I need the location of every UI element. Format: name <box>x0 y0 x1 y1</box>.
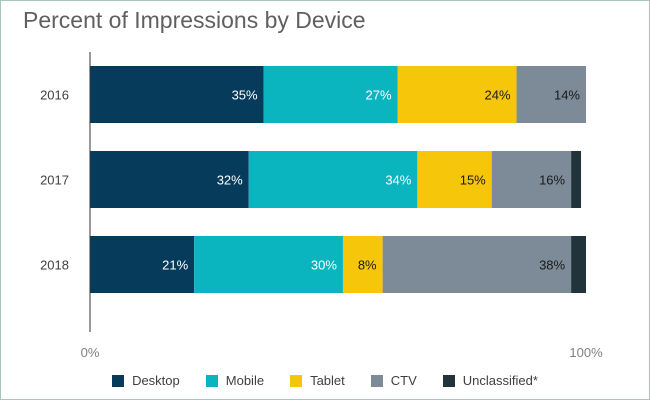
bar-tablet-2017 <box>417 151 492 208</box>
bar-unclassified-2017 <box>571 151 582 208</box>
legend-item-ctv: CTV <box>370 373 417 388</box>
bar-tablet-2018 <box>342 236 383 293</box>
bar-tablet-2016 <box>397 66 517 123</box>
bar-desktop-2018 <box>90 236 195 293</box>
bar-mobile-2017 <box>248 151 418 208</box>
legend-label-desktop: Desktop <box>132 373 180 388</box>
legend-label-unclassified: Unclassified* <box>462 373 538 388</box>
data-label-mobile-2017: 34% <box>385 173 411 188</box>
legend-swatch-desktop <box>112 374 125 387</box>
legend-label-mobile: Mobile <box>225 373 265 388</box>
chart-legend: Desktop Mobile Tablet CTV Unclassified* <box>0 373 650 388</box>
bar-desktop-2017 <box>90 151 249 208</box>
legend-label-ctv: CTV <box>390 373 417 388</box>
data-label-desktop-2016: 35% <box>232 88 258 103</box>
legend-swatch-tablet <box>290 374 303 387</box>
bar-mobile-2018 <box>194 236 343 293</box>
legend-item-desktop: Desktop <box>112 373 180 388</box>
x-tick-label-0: 0% <box>81 345 100 360</box>
y-tick-label-2018: 2018 <box>40 258 69 273</box>
legend-swatch-unclassified <box>442 374 455 387</box>
legend-swatch-ctv <box>370 374 383 387</box>
legend-item-mobile: Mobile <box>205 373 265 388</box>
bar-ctv-2017 <box>491 151 572 208</box>
data-label-tablet-2017: 15% <box>460 173 486 188</box>
y-tick-label-2016: 2016 <box>40 88 69 103</box>
data-label-desktop-2018: 21% <box>162 258 188 273</box>
data-label-mobile-2016: 27% <box>365 88 391 103</box>
legend-item-tablet: Tablet <box>290 373 345 388</box>
legend-item-unclassified: Unclassified* <box>442 373 538 388</box>
data-label-tablet-2018: 8% <box>358 258 377 273</box>
chart-title: Percent of Impressions by Device <box>23 7 366 33</box>
bar-ctv-2016 <box>516 66 586 123</box>
data-label-desktop-2017: 32% <box>217 173 243 188</box>
y-tick-label-2017: 2017 <box>40 173 69 188</box>
bar-ctv-2018 <box>382 236 572 293</box>
legend-label-tablet: Tablet <box>310 373 345 388</box>
data-label-ctv-2016: 14% <box>554 88 580 103</box>
data-label-ctv-2018: 38% <box>539 258 565 273</box>
x-tick-label-1: 100% <box>569 345 603 360</box>
bar-mobile-2016 <box>263 66 398 123</box>
bar-unclassified-2018 <box>571 236 586 293</box>
data-label-mobile-2018: 30% <box>311 258 337 273</box>
data-label-tablet-2016: 24% <box>485 88 511 103</box>
legend-swatch-mobile <box>205 374 218 387</box>
bar-desktop-2016 <box>90 66 264 123</box>
data-label-ctv-2017: 16% <box>539 173 565 188</box>
